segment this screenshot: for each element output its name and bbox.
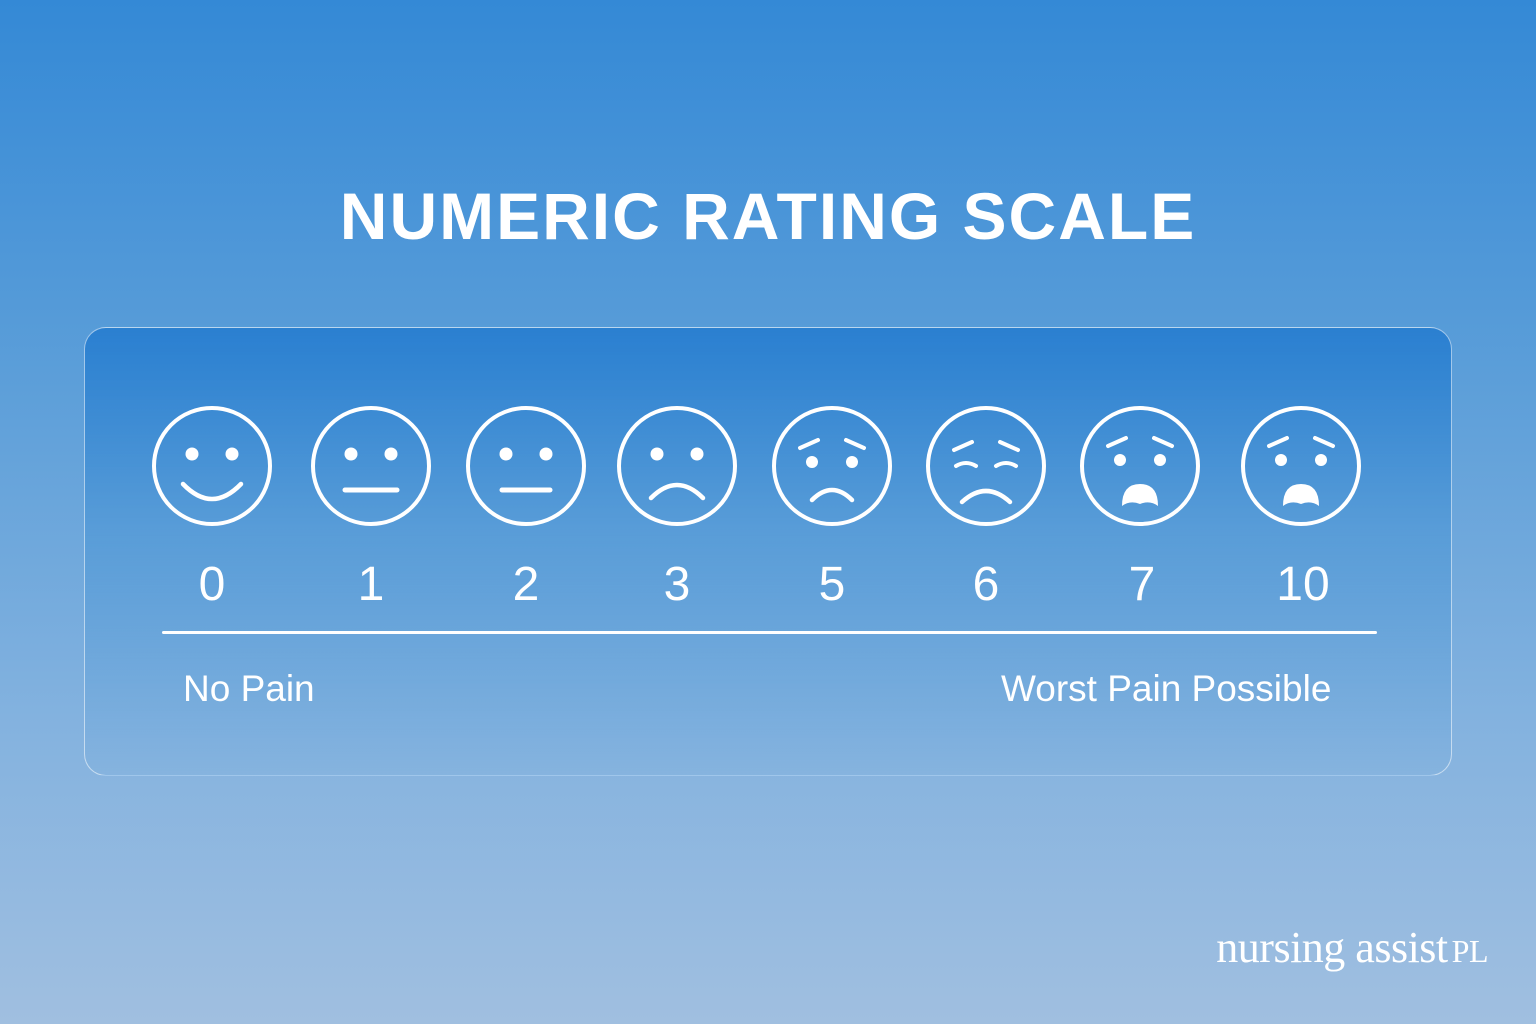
scale-value-6: 6 xyxy=(972,558,1000,611)
scale-value-7: 7 xyxy=(1128,558,1156,611)
neutral-face-icon xyxy=(309,404,433,528)
scale-value-3: 3 xyxy=(663,558,691,611)
frowning-face-icon xyxy=(615,404,739,528)
scale-value-10: 10 xyxy=(1276,558,1330,611)
anguished-face-icon xyxy=(1239,404,1363,528)
page-title: NUMERIC RATING SCALE xyxy=(339,179,1197,253)
worried-face-icon xyxy=(770,404,894,528)
worst-pain-label: Worst Pain Possible xyxy=(1001,668,1332,709)
pained-face-icon xyxy=(924,404,1048,528)
smiling-face-icon xyxy=(150,404,274,528)
scale-value-5: 5 xyxy=(818,558,846,611)
brand-name: nursing assist xyxy=(1216,923,1448,972)
neutral-face-icon xyxy=(464,404,588,528)
brand-suffix: PL xyxy=(1451,933,1489,969)
scale-value-0: 0 xyxy=(198,558,226,611)
scale-line xyxy=(162,631,1377,634)
scale-value-2: 2 xyxy=(512,558,540,611)
no-pain-label: No Pain xyxy=(183,668,315,709)
brand-logo: nursing assist PL xyxy=(1216,922,1488,973)
scale-value-1: 1 xyxy=(357,558,385,611)
rating-scale-panel xyxy=(84,327,1452,776)
anguished-face-icon xyxy=(1078,404,1202,528)
